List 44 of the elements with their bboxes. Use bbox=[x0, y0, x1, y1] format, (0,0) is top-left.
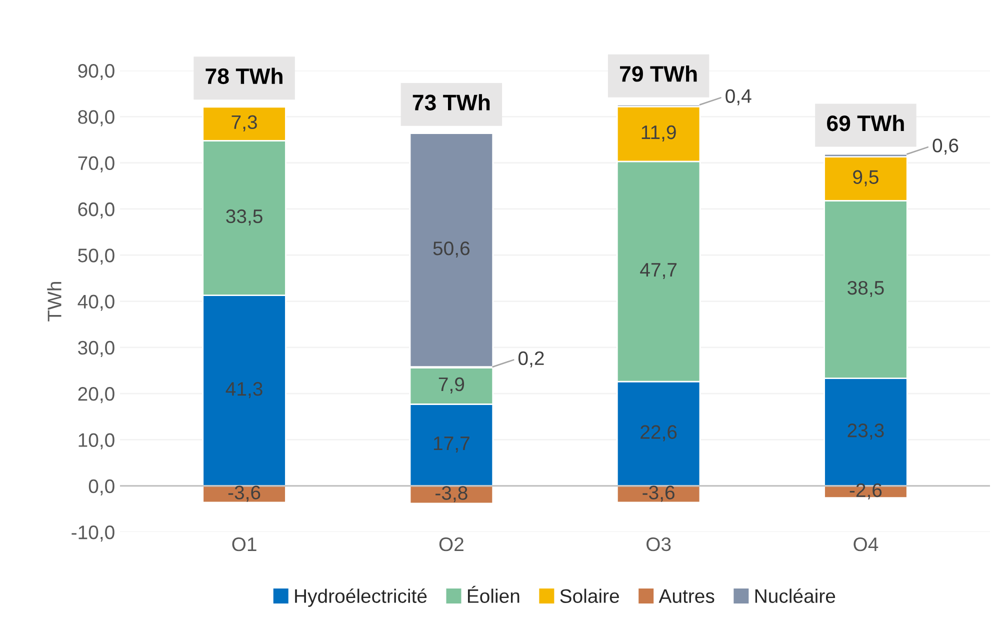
data-label: 11,9 bbox=[642, 125, 676, 142]
data-label: 33,5 bbox=[226, 209, 262, 226]
data-label: 38,5 bbox=[848, 280, 884, 298]
data-label: 47,7 bbox=[640, 263, 677, 280]
y-tick-label: 60,0 bbox=[78, 202, 114, 218]
data-label: 22,6 bbox=[640, 425, 677, 442]
y-tick-label: 40,0 bbox=[78, 294, 114, 311]
y-tick-label: 80,0 bbox=[78, 110, 114, 126]
legend-label: Solaire bbox=[560, 588, 619, 603]
total-label: 73 TWh bbox=[412, 94, 490, 110]
y-tick-label: 10,0 bbox=[78, 433, 114, 450]
data-label: 0,4 bbox=[726, 89, 752, 106]
data-label: 50,6 bbox=[433, 241, 470, 258]
total-label: 69 TWh bbox=[827, 114, 904, 132]
y-tick-label: 90,0 bbox=[78, 64, 114, 80]
data-label: 7,3 bbox=[232, 115, 257, 132]
x-tick-label: O1 bbox=[232, 537, 256, 552]
total-label: 78 TWh bbox=[206, 68, 282, 84]
y-tick-label: -10,0 bbox=[72, 526, 114, 542]
data-label: -3,6 bbox=[228, 486, 260, 502]
data-label: 0,6 bbox=[932, 138, 958, 155]
legend-label: Autres bbox=[658, 589, 714, 603]
y-axis-title: TWh bbox=[47, 282, 62, 322]
x-tick-label: O2 bbox=[439, 537, 464, 552]
data-label: 23,3 bbox=[848, 424, 884, 440]
data-label: -2,6 bbox=[850, 483, 882, 500]
data-label: 17,7 bbox=[434, 436, 470, 453]
data-label: -3,6 bbox=[642, 486, 674, 502]
data-label: 41,3 bbox=[226, 382, 262, 398]
x-tick-label: O4 bbox=[854, 537, 878, 552]
total-label: 79 TWh bbox=[620, 65, 697, 82]
y-tick-label: 30,0 bbox=[78, 340, 114, 357]
data-label: -3,8 bbox=[436, 486, 468, 502]
y-tick-label: 20,0 bbox=[78, 387, 114, 404]
x-tick-label: O3 bbox=[646, 537, 671, 552]
y-tick-label: 0,0 bbox=[88, 479, 114, 496]
legend-label: Nucléaire bbox=[755, 588, 836, 603]
data-label: 7,9 bbox=[438, 377, 464, 394]
data-label: 9,5 bbox=[853, 170, 878, 186]
y-tick-label: 70,0 bbox=[78, 156, 114, 172]
legend-label: Hydroélectricité bbox=[295, 588, 427, 607]
y-tick-label: 50,0 bbox=[78, 248, 114, 265]
legend-label: Éolien bbox=[468, 586, 520, 603]
data-label: 0,2 bbox=[518, 351, 544, 368]
